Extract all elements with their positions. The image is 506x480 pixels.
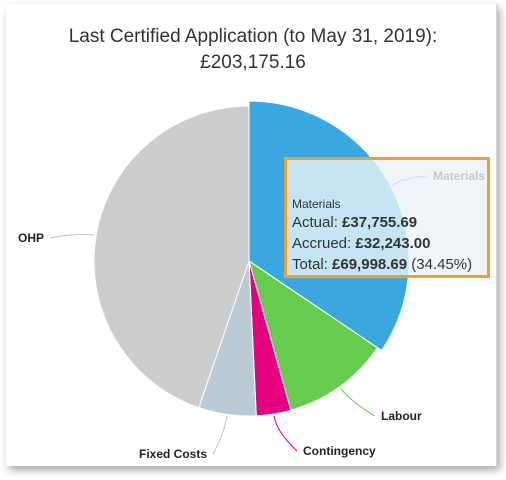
tooltip-actual-row: Actual: £37,755.69 — [292, 212, 487, 233]
connector-ohp — [49, 233, 95, 239]
pie-label-labour: Labour — [381, 409, 422, 423]
tooltip-accrued-value: £32,243.00 — [355, 235, 431, 252]
connector-contingency — [273, 415, 298, 452]
tooltip-total-row: Total: £69,998.69 (34.45%) — [292, 254, 487, 275]
tooltip-total-pct: (34.45%) — [407, 256, 473, 273]
chart-subtitle: £203,175.16 — [200, 52, 306, 73]
pie-label-contingency: Contingency — [303, 444, 376, 458]
pie-label-ohp: OHP — [18, 231, 44, 245]
pie-label-fixed-costs: Fixed Costs — [139, 447, 207, 461]
tooltip-accrued-label: Accrued: — [292, 235, 356, 252]
chart-title-block: Last Certified Application (to May 31, 2… — [0, 24, 506, 76]
chart-tooltip: Materials Actual: £37,755.69 Accrued: £3… — [284, 157, 490, 278]
tooltip-total-label: Total: — [292, 256, 333, 273]
pie-slice-ohp[interactable] — [93, 105, 250, 409]
tooltip-header: Materials — [292, 197, 341, 211]
tooltip-total-value: £69,998.69 — [332, 256, 408, 273]
connector-fixed-costs — [212, 416, 228, 455]
pie-slice-labour[interactable] — [248, 259, 379, 411]
tooltip-actual-label: Actual: — [292, 214, 343, 231]
tooltip-actual-value: £37,755.69 — [342, 214, 418, 231]
tooltip-accrued-row: Accrued: £32,243.00 — [292, 233, 487, 254]
connector-labour — [340, 388, 376, 417]
chart-title: Last Certified Application (to May 31, 2… — [68, 26, 438, 47]
